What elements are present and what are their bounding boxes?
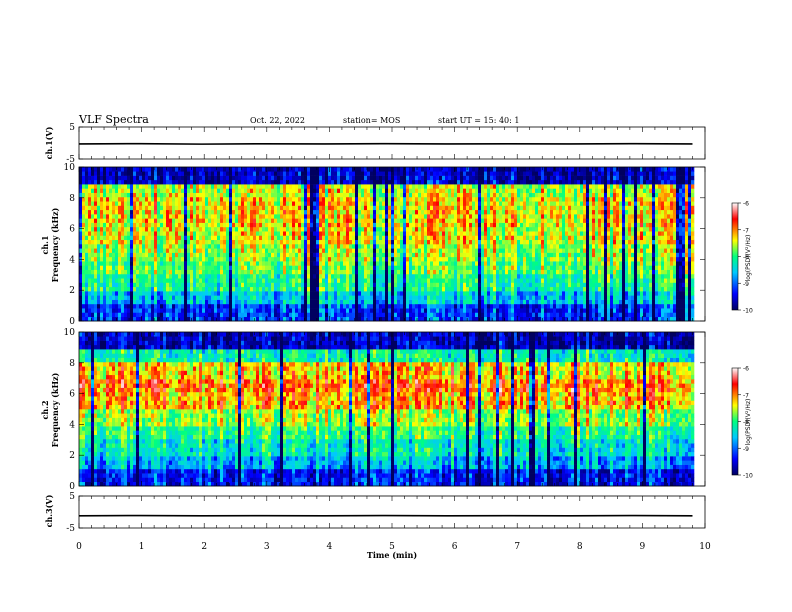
xtick-label: 9 [640,542,646,552]
time-axis: 0 1 2 3 4 5 6 7 8 9 10 [76,542,711,552]
ytick-label: 5 [69,492,75,502]
ch2-colorbar-label: log(PSD)(V²/Hz) [745,399,752,446]
colorbar-tick-label: -8 [743,419,749,426]
xtick-label: 0 [76,542,82,552]
xtick-label: 4 [327,542,333,552]
ch3-voltage-ylabel: ch.3(V) [44,494,54,527]
ytick-label: 4 [69,255,75,265]
ch1-voltage-ylabel: ch.1(V) [44,126,54,159]
ytick-label: 10 [64,163,76,173]
ytick-label: -5 [66,155,75,165]
xtick-label: 6 [452,542,458,552]
ytick-label: 10 [64,328,76,338]
colorbar-tick-label: -7 [743,227,749,234]
spectrogram-image [79,167,695,322]
date-label: Oct. 22, 2022 [250,116,305,125]
ytick-label: 2 [69,286,75,296]
ytick-label: 8 [69,194,75,204]
ytick-label: 0 [69,317,75,327]
xtick-label: 8 [577,542,583,552]
ytick-label: -5 [66,524,75,534]
xtick-label: 5 [389,542,395,552]
ch1-colorbar: -6 -7 -8 -9 -10 [731,201,753,315]
colorbar-scale [731,202,739,311]
colorbar-tick-label: -6 [743,201,749,208]
ch2-spectrogram-ylabel: ch.2Frequency (kHz) [40,372,60,447]
ytick-label: 4 [69,420,75,430]
colorbar-tick-label: -9 [743,281,749,288]
xtick-label: 7 [514,542,520,552]
figure-title: VLF Spectra [78,113,149,126]
ch2-colorbar: -6 -7 -8 -9 -10 [731,366,753,480]
ch3-voltage-panel: 5 -5 [66,492,706,534]
ytick-label: 6 [69,225,75,235]
ytick-label: 2 [69,451,75,461]
ch1-spectrogram-ylabel: ch.1Frequency (kHz) [40,207,60,282]
xtick-label: 2 [201,542,207,552]
xtick-label: 10 [699,542,711,552]
colorbar-tick-label: -10 [743,473,753,480]
colorbar-scale [731,367,739,476]
ch1-spectrogram-panel: 0 2 4 6 8 10 [64,163,706,327]
ch2-spectrogram-panel: 0 2 4 6 8 10 [64,328,706,492]
station-label: station= MOS [343,116,400,125]
xtick-label: 1 [139,542,145,552]
ytick-label: 6 [69,390,75,400]
colorbar-tick-label: -9 [743,446,749,453]
ch1-colorbar-label: log(PSD)(V²/Hz) [745,235,752,282]
colorbar-tick-label: -8 [743,254,749,261]
ch1-voltage-panel: 5 -5 [66,123,706,165]
colorbar-tick-label: -6 [743,366,749,373]
colorbar-tick-label: -7 [743,392,749,399]
ytick-label: 0 [69,482,75,492]
time-xlabel: Time (min) [367,550,417,560]
spectrogram-image [79,332,695,487]
colorbar-tick-label: -10 [743,308,753,315]
xtick-label: 3 [264,542,270,552]
ytick-label: 8 [69,359,75,369]
ytick-label: 5 [69,123,75,133]
start-time-label: start UT = 15: 40: 1 [438,116,519,125]
